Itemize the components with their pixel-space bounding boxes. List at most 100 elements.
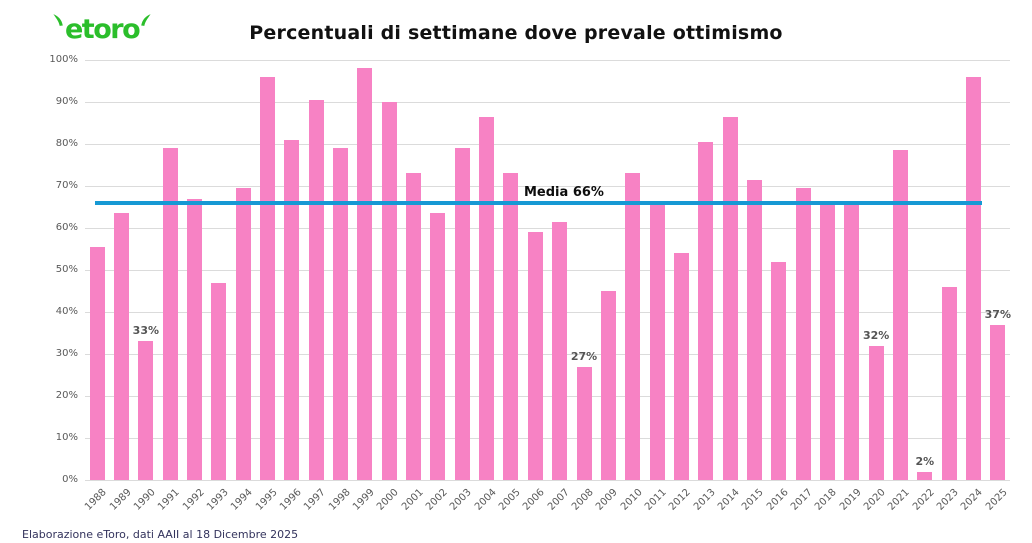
x-axis-tick-label: 1990 bbox=[131, 487, 158, 513]
x-axis-tick-label: 2005 bbox=[496, 487, 523, 513]
bar-2016 bbox=[771, 261, 787, 480]
y-axis-tick-label: 20% bbox=[55, 390, 78, 401]
bar-1988 bbox=[89, 246, 105, 480]
bar-2019 bbox=[844, 204, 860, 480]
x-axis-tick-label: 2023 bbox=[935, 487, 961, 513]
gridline bbox=[85, 395, 1010, 397]
x-axis-tick-label: 1991 bbox=[156, 487, 182, 513]
bar-2011 bbox=[649, 204, 665, 480]
bar-2025 bbox=[990, 324, 1006, 480]
bar-value-label-2020: 32% bbox=[862, 328, 890, 342]
gridline bbox=[85, 353, 1010, 355]
gridline bbox=[85, 311, 1010, 313]
x-axis-tick-label: 1996 bbox=[277, 487, 304, 513]
x-axis-tick-label: 2021 bbox=[886, 487, 913, 513]
source-note: Elaborazione eToro, dati AAII al 18 Dice… bbox=[22, 528, 299, 541]
bar-1993 bbox=[211, 282, 227, 480]
x-axis-tick-label: 2002 bbox=[423, 487, 450, 513]
x-axis-tick-label: 2001 bbox=[399, 487, 426, 513]
bar-2023 bbox=[941, 286, 957, 480]
y-axis-tick-label: 100% bbox=[49, 54, 78, 65]
gridline bbox=[85, 59, 1010, 61]
y-axis-tick-label: 70% bbox=[55, 180, 78, 191]
x-axis-tick-label: 2004 bbox=[472, 487, 499, 513]
x-axis-tick-label: 1999 bbox=[350, 487, 377, 513]
bar-2008 bbox=[576, 366, 592, 480]
bar-2020 bbox=[868, 345, 884, 480]
bar-2021 bbox=[892, 150, 908, 480]
x-axis-tick-label: 2009 bbox=[594, 487, 621, 513]
bar-2006 bbox=[527, 232, 543, 480]
bar-2014 bbox=[722, 116, 738, 480]
bar-1992 bbox=[187, 198, 203, 480]
x-axis-tick-label: 2013 bbox=[691, 487, 718, 513]
bar-2005 bbox=[503, 173, 519, 480]
bar-2015 bbox=[746, 179, 762, 480]
bull-horn-left-icon bbox=[53, 14, 63, 26]
bar-1994 bbox=[235, 188, 251, 480]
x-axis-tick-label: 2019 bbox=[837, 487, 864, 513]
x-axis-tick-label: 2006 bbox=[521, 487, 548, 513]
bar-2017 bbox=[795, 188, 811, 480]
bar-1998 bbox=[333, 148, 349, 480]
etoro-logo-text: etoro bbox=[65, 14, 141, 45]
bar-2007 bbox=[552, 221, 568, 480]
x-axis-tick-label: 2017 bbox=[789, 487, 815, 513]
x-axis-tick-label: 1988 bbox=[83, 487, 109, 513]
x-axis-tick-label: 2020 bbox=[862, 487, 888, 513]
bar-1997 bbox=[308, 99, 324, 480]
bar-1991 bbox=[162, 148, 178, 480]
x-axis-tick-label: 1997 bbox=[302, 487, 329, 513]
x-axis-tick-label: 2024 bbox=[959, 487, 986, 513]
bar-1999 bbox=[357, 68, 373, 480]
bull-horn-right-icon bbox=[141, 14, 151, 26]
x-axis-tick-label: 1998 bbox=[326, 487, 353, 513]
bar-2012 bbox=[673, 253, 689, 480]
chart-title: Percentuali di settimane dove prevale ot… bbox=[249, 22, 783, 44]
x-axis-tick-label: 2025 bbox=[983, 487, 1010, 513]
bar-2013 bbox=[698, 141, 714, 480]
y-axis-tick-label: 50% bbox=[55, 264, 78, 275]
gridline bbox=[85, 227, 1010, 229]
x-axis-tick-label: 2012 bbox=[667, 487, 694, 513]
bar-2003 bbox=[454, 148, 470, 480]
x-axis-tick-label: 1993 bbox=[204, 487, 231, 513]
bar-2001 bbox=[406, 173, 422, 480]
x-axis-tick-label: 2022 bbox=[910, 487, 937, 513]
mean-line bbox=[95, 200, 982, 205]
x-axis-tick-label: 2010 bbox=[618, 487, 645, 513]
x-axis-tick-label: 2014 bbox=[716, 487, 742, 513]
gridline bbox=[85, 185, 1010, 187]
x-axis-tick-label: 2003 bbox=[448, 487, 475, 513]
x-axis-tick-label: 2015 bbox=[740, 487, 767, 513]
gridline bbox=[85, 101, 1010, 103]
bar-value-label-1990: 33% bbox=[132, 324, 160, 338]
y-axis-tick-label: 60% bbox=[55, 222, 78, 233]
x-axis-tick-label: 2008 bbox=[570, 487, 596, 513]
bar-value-label-2008: 27% bbox=[570, 349, 598, 363]
x-axis-tick-label: 1994 bbox=[229, 487, 255, 513]
y-axis-tick-label: 40% bbox=[55, 306, 78, 317]
bar-2004 bbox=[479, 116, 495, 480]
gridline bbox=[85, 479, 1010, 481]
bar-2010 bbox=[625, 173, 641, 480]
y-axis-tick-label: 0% bbox=[62, 474, 78, 485]
x-axis-tick-label: 2000 bbox=[375, 487, 402, 513]
mean-line-label: Media 66% bbox=[524, 185, 604, 200]
bar-2022 bbox=[917, 471, 933, 480]
bar-1990 bbox=[138, 341, 154, 480]
y-axis-tick-label: 90% bbox=[55, 96, 78, 107]
x-axis-tick-label: 1989 bbox=[107, 487, 134, 513]
bar-1989 bbox=[114, 213, 129, 480]
bar-value-label-2022: 2% bbox=[915, 454, 935, 468]
bar-1995 bbox=[260, 76, 276, 480]
bar-2024 bbox=[965, 76, 981, 480]
bar-2002 bbox=[430, 213, 446, 480]
bar-2009 bbox=[600, 291, 616, 480]
gridline bbox=[85, 143, 1010, 145]
x-axis-tick-label: 2016 bbox=[764, 487, 791, 513]
gridline bbox=[85, 269, 1010, 271]
gridline bbox=[85, 437, 1010, 439]
bar-2018 bbox=[819, 204, 835, 480]
